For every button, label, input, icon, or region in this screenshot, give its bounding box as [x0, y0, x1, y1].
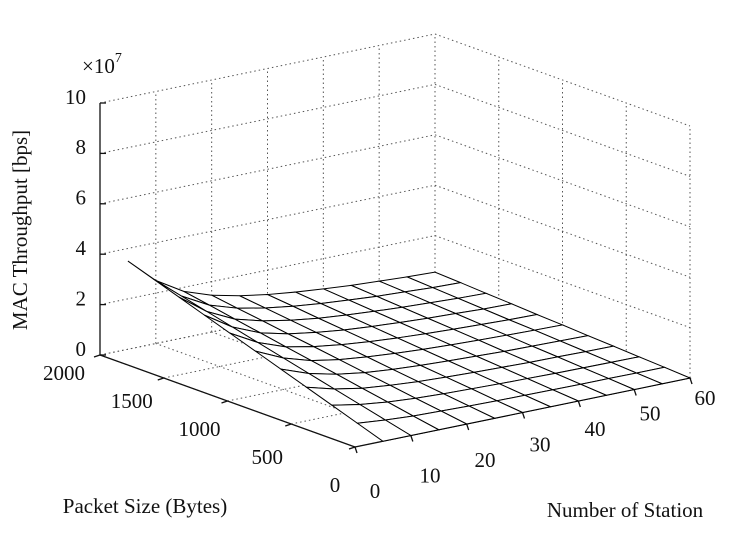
y-tick-label: 1000: [179, 417, 221, 441]
x-tick-label: 10: [420, 463, 441, 487]
y-tick: [221, 400, 228, 404]
z-exponent-base: ×10: [82, 54, 115, 78]
grid-line: [99, 33, 436, 104]
y-tick: [285, 423, 292, 427]
grid-line: [99, 134, 436, 205]
x-tick-label: 60: [695, 386, 716, 410]
y-tick-label: 0: [330, 473, 341, 497]
grid-line: [434, 235, 691, 329]
z-tick-label: 2: [76, 286, 87, 310]
grid-line: [99, 184, 436, 255]
y-tick: [93, 354, 101, 358]
grid-line: [434, 83, 691, 177]
x-tick-label: 40: [585, 417, 606, 441]
grid-line: [434, 184, 691, 278]
grid-line: [434, 134, 691, 228]
x-tick: [521, 412, 526, 419]
y-axis-label: Packet Size (Bytes): [63, 494, 227, 518]
grid-line: [99, 83, 436, 154]
z-tick-label: 6: [76, 186, 87, 210]
y-tick: [157, 377, 164, 381]
x-tick-label: 20: [475, 448, 496, 472]
x-tick-label: 30: [530, 432, 551, 456]
surface-patch: [155, 280, 210, 306]
surface-patch: [356, 419, 413, 442]
x-tick: [689, 377, 693, 385]
x-tick: [410, 435, 414, 442]
z-tick-label: 0: [76, 337, 87, 361]
x-tick-label: 0: [370, 479, 381, 503]
z-tick-label: 4: [76, 236, 87, 260]
z-tick-label: 10: [65, 85, 86, 109]
z-exponent-power: 7: [115, 51, 122, 66]
z-exponent: ×107: [82, 51, 122, 78]
grid-line: [99, 235, 436, 306]
y-tick-label: 500: [252, 445, 284, 469]
x-tick-label: 50: [640, 401, 661, 425]
z-axis-label: MAC Throughput [bps]: [8, 130, 32, 330]
x-tick: [354, 446, 358, 454]
grid-line: [434, 33, 691, 127]
x-tick: [633, 389, 637, 396]
x-axis-label: Number of Station: [547, 498, 704, 522]
y-tick: [348, 446, 356, 450]
y-tick-label: 2000: [43, 361, 85, 385]
y-tick-label: 1500: [111, 389, 153, 413]
x-tick: [466, 423, 470, 431]
z-tick-label: 8: [76, 135, 87, 159]
x-tick: [577, 400, 581, 408]
